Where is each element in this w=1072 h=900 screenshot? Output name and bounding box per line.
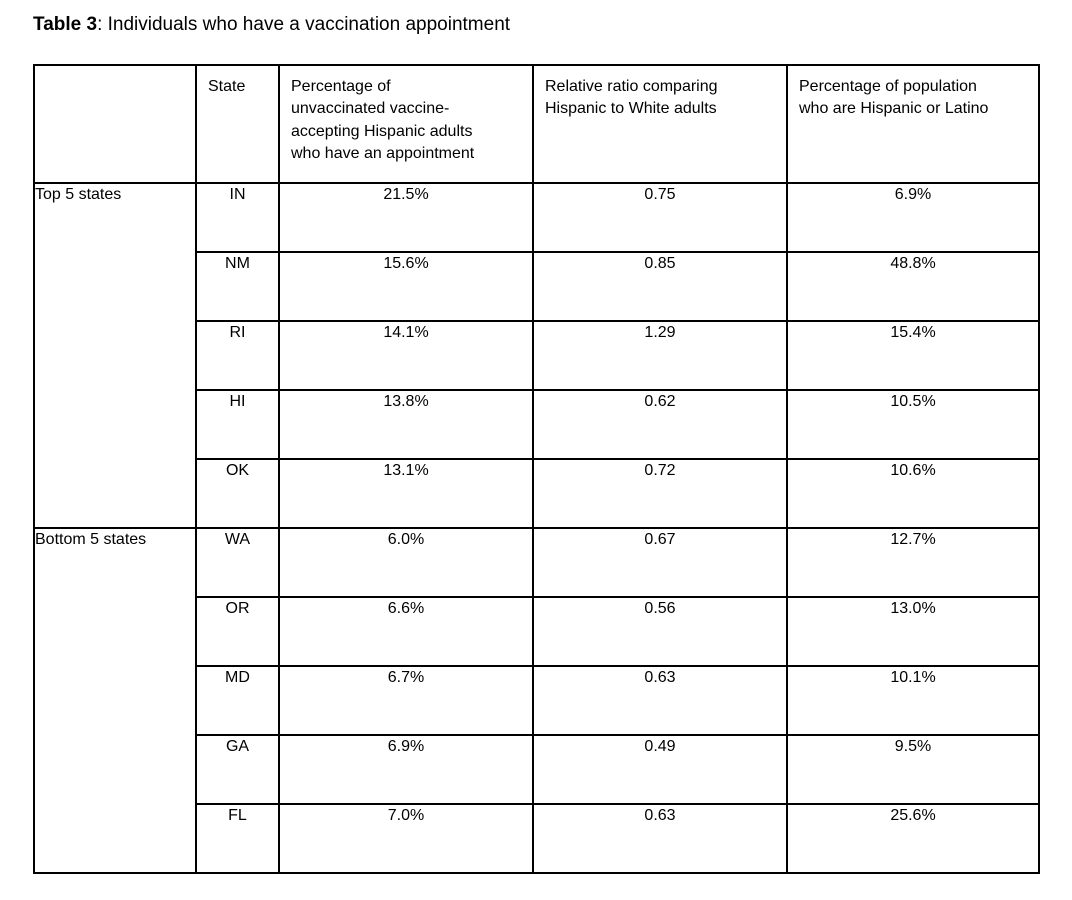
relative-ratio-cell: 0.63 xyxy=(532,803,788,874)
state-cell: NM xyxy=(195,251,280,322)
table-row: Bottom 5 states WA 6.0% 0.67 12.7% xyxy=(33,527,1040,874)
pct-population-cell: 10.1% xyxy=(786,665,1040,736)
pct-population-cell: 25.6% xyxy=(786,803,1040,874)
pct-appointment-cell: 6.9% xyxy=(278,734,534,805)
pct-population-cell: 10.6% xyxy=(786,458,1040,529)
pct-appointment-cell: 6.6% xyxy=(278,596,534,667)
table-row: MD 6.7% 0.63 10.1% xyxy=(34,665,1040,736)
table-row: Top 5 states IN 21.5% 0.75 6.9% xyxy=(33,182,1040,529)
document-page: Table 3: Individuals who have a vaccinat… xyxy=(33,13,1072,874)
pct-population-cell: 9.5% xyxy=(786,734,1040,805)
relative-ratio-cell: 0.67 xyxy=(532,527,788,598)
state-cell: GA xyxy=(195,734,280,805)
relative-ratio-cell: 1.29 xyxy=(532,320,788,391)
state-cell: MD xyxy=(195,665,280,736)
pct-population-cell: 15.4% xyxy=(786,320,1040,391)
relative-ratio-cell: 0.75 xyxy=(532,182,788,253)
pct-appointment-cell: 7.0% xyxy=(278,803,534,874)
relative-ratio-cell: 0.49 xyxy=(532,734,788,805)
pct-appointment-cell: 13.8% xyxy=(278,389,534,460)
pct-appointment-cell: 6.7% xyxy=(278,665,534,736)
group-label-cell: Top 5 states xyxy=(33,182,197,529)
header-state: State xyxy=(195,64,280,184)
vaccination-appointment-table: State Percentage of unvaccinated vaccine… xyxy=(33,64,1040,874)
table-row: NM 15.6% 0.85 48.8% xyxy=(34,251,1040,322)
state-cell: HI xyxy=(195,389,280,460)
relative-ratio-cell: 0.85 xyxy=(532,251,788,322)
pct-population-cell: 13.0% xyxy=(786,596,1040,667)
pct-appointment-cell: 15.6% xyxy=(278,251,534,322)
table-caption-number: Table 3 xyxy=(33,14,98,35)
pct-population-cell: 12.7% xyxy=(786,527,1040,598)
table-row: FL 7.0% 0.63 25.6% xyxy=(34,803,1040,874)
pct-population-cell: 10.5% xyxy=(786,389,1040,460)
pct-population-cell: 48.8% xyxy=(786,251,1040,322)
header-pct-appointment: Percentage of unvaccinated vaccine- acce… xyxy=(278,64,534,184)
relative-ratio-cell: 0.63 xyxy=(532,665,788,736)
table-row: GA 6.9% 0.49 9.5% xyxy=(34,734,1040,805)
pct-appointment-cell: 6.0% xyxy=(278,527,534,598)
pct-appointment-cell: 13.1% xyxy=(278,458,534,529)
table-row: OK 13.1% 0.72 10.6% xyxy=(34,458,1040,529)
state-cell: FL xyxy=(195,803,280,874)
header-group-cell xyxy=(33,64,197,184)
group-label-cell: Bottom 5 states xyxy=(33,527,197,874)
state-cell: RI xyxy=(195,320,280,391)
relative-ratio-cell: 0.72 xyxy=(532,458,788,529)
pct-appointment-cell: 21.5% xyxy=(278,182,534,253)
pct-population-cell: 6.9% xyxy=(786,182,1040,253)
header-pct-population: Percentage of population who are Hispani… xyxy=(786,64,1040,184)
table-caption-text: : Individuals who have a vaccination app… xyxy=(97,14,511,35)
table-row: OR 6.6% 0.56 13.0% xyxy=(34,596,1040,667)
table-caption: Table 3: Individuals who have a vaccinat… xyxy=(33,13,1072,36)
top-5-states-group: Top 5 states IN 21.5% 0.75 6.9% NM 15.6%… xyxy=(33,182,1040,529)
state-cell: WA xyxy=(195,527,280,598)
relative-ratio-cell: 0.62 xyxy=(532,389,788,460)
header-relative-ratio: Relative ratio comparing Hispanic to Whi… xyxy=(532,64,788,184)
pct-appointment-cell: 14.1% xyxy=(278,320,534,391)
table-row: RI 14.1% 1.29 15.4% xyxy=(34,320,1040,391)
state-cell: OR xyxy=(195,596,280,667)
state-cell: IN xyxy=(195,182,280,253)
state-cell: OK xyxy=(195,458,280,529)
bottom-5-states-group: Bottom 5 states WA 6.0% 0.67 12.7% OR 6.… xyxy=(33,527,1040,874)
table-header-row: State Percentage of unvaccinated vaccine… xyxy=(33,64,1040,184)
table-row: HI 13.8% 0.62 10.5% xyxy=(34,389,1040,460)
relative-ratio-cell: 0.56 xyxy=(532,596,788,667)
